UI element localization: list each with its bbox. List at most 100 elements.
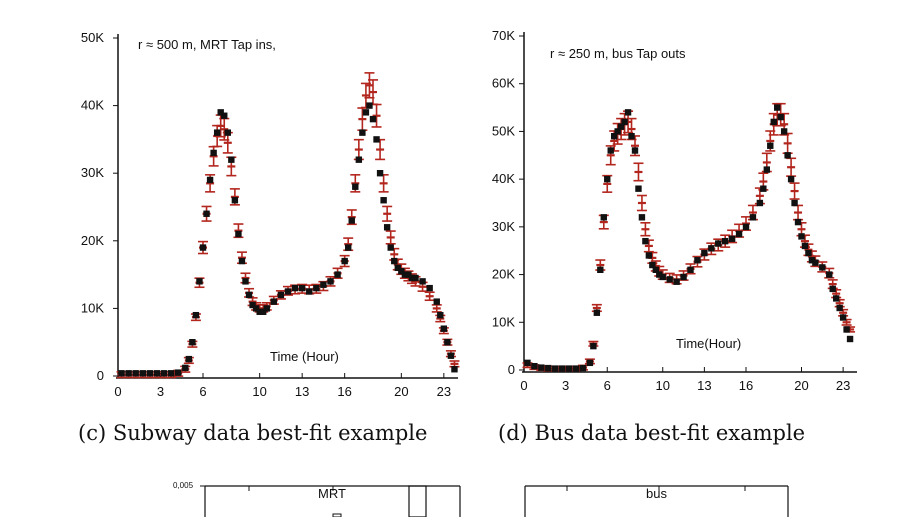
d-observed-point	[590, 342, 597, 350]
c-observed-point	[213, 129, 221, 136]
c-ytick-label: 50K	[81, 30, 104, 45]
c-xlabel: Time (Hour)	[270, 349, 339, 364]
d-observed-point	[701, 249, 708, 257]
d-observed-point	[649, 261, 656, 269]
c-observed-point	[167, 370, 175, 377]
d-observed-point	[666, 276, 673, 283]
d-observed-point	[631, 147, 639, 154]
c-observed-point	[210, 149, 217, 157]
d-xtick-label: 23	[836, 378, 850, 393]
c-ytick-label: 10K	[81, 300, 104, 315]
c-observed-point	[408, 274, 416, 282]
d-observed-point	[659, 273, 666, 281]
c-observed-point	[189, 339, 196, 346]
e-ytick-label: 0,005	[173, 481, 194, 490]
c-observed-point	[277, 291, 285, 299]
c-observed-point	[440, 325, 448, 332]
d-xtick-label: 16	[739, 378, 753, 393]
c-fit-point	[431, 304, 442, 313]
c-observed-point	[203, 210, 210, 217]
c-caption: (c) Subway data best-fit example	[78, 421, 427, 445]
c-observed-point	[313, 284, 320, 292]
c-observed-point	[221, 112, 228, 119]
d-observed-point	[819, 264, 826, 271]
c-observed-point	[284, 288, 292, 295]
d-fit-point	[793, 204, 804, 221]
c-observed-point	[444, 339, 451, 346]
c-observed-point	[242, 278, 249, 285]
c-observed-point	[306, 288, 313, 295]
d-observed-point	[614, 128, 621, 135]
c-observed-point	[437, 311, 444, 319]
d-observed-point	[552, 365, 559, 372]
c-observed-point	[376, 170, 384, 177]
d-observed-point	[749, 214, 757, 221]
d-ytick-label: 10K	[492, 314, 515, 329]
c-fit-point	[385, 230, 396, 245]
c-observed-point	[118, 370, 125, 377]
d-observed-point	[642, 237, 649, 245]
c-observed-point	[217, 109, 224, 116]
c-xtick-label: 23	[437, 384, 451, 399]
d-fit-point	[636, 194, 647, 212]
c-observed-point	[391, 257, 398, 265]
d-ytick-label: 70K	[492, 28, 515, 43]
c-observed-point	[245, 291, 253, 299]
c-observed-point	[334, 271, 341, 278]
c-fit-point	[208, 145, 219, 167]
d-observed-point	[638, 214, 646, 221]
c-fit-point	[449, 360, 460, 368]
c-observed-point	[373, 136, 380, 143]
d-xtick-label: 6	[604, 378, 611, 393]
c-observed-point	[256, 308, 263, 315]
d-observed-point	[794, 218, 802, 226]
d-ytick-label: 60K	[492, 76, 515, 91]
c-observed-point	[341, 257, 348, 265]
c-observed-point	[260, 308, 267, 315]
c-observed-point	[355, 156, 363, 163]
d-observed-point	[742, 223, 750, 231]
c-observed-point	[291, 284, 299, 292]
d-observed-point	[801, 242, 809, 250]
c-observed-point	[249, 301, 256, 309]
c-fit-point	[382, 205, 393, 222]
d-xtick-label: 20	[794, 378, 808, 393]
d-observed-point	[656, 271, 663, 278]
d-observed-point	[735, 230, 743, 238]
c-axes: 0 10K 20K 30K 40K 50K 0 3 6 10 13 16 20 23	[81, 30, 458, 399]
d-observed-point	[826, 271, 833, 278]
panel-e-mrt-partial: 0,005 MRT	[173, 481, 461, 517]
d-observed-point	[694, 257, 701, 264]
d-fit-point	[602, 174, 613, 193]
c-fit-point	[424, 291, 435, 302]
d-ytick-label: 50K	[492, 123, 515, 138]
d-observed-point	[843, 326, 850, 333]
d-observed-point	[836, 304, 843, 312]
d-ytick-label: 30K	[492, 219, 515, 234]
d-observed-point	[780, 128, 788, 135]
d-observed-point	[784, 152, 791, 159]
d-observed-point	[635, 185, 642, 192]
d-observed-point	[600, 214, 607, 221]
d-observed-point	[558, 365, 566, 372]
e-bar	[408, 485, 427, 517]
d-ytick-label: 0	[508, 362, 515, 377]
d-observed-point	[808, 257, 816, 264]
c-observed-point	[401, 271, 409, 278]
e-bar-small	[332, 513, 342, 517]
d-observed-point	[610, 133, 618, 140]
d-observed-point	[604, 175, 611, 183]
d-observed-point	[767, 142, 774, 149]
d-observed-point	[777, 113, 784, 121]
c-xtick-label: 20	[394, 384, 408, 399]
d-observed-point	[652, 266, 660, 273]
c-xtick-label: 3	[157, 384, 164, 399]
c-fit-point	[378, 174, 389, 193]
c-observed-point	[359, 129, 366, 136]
c-observed-point	[160, 370, 168, 377]
c-observed-point	[327, 278, 334, 285]
d-caption: (d) Bus data best-fit example	[498, 421, 805, 445]
c-fit-point	[371, 103, 382, 128]
d-xtick-label: 13	[697, 378, 711, 393]
